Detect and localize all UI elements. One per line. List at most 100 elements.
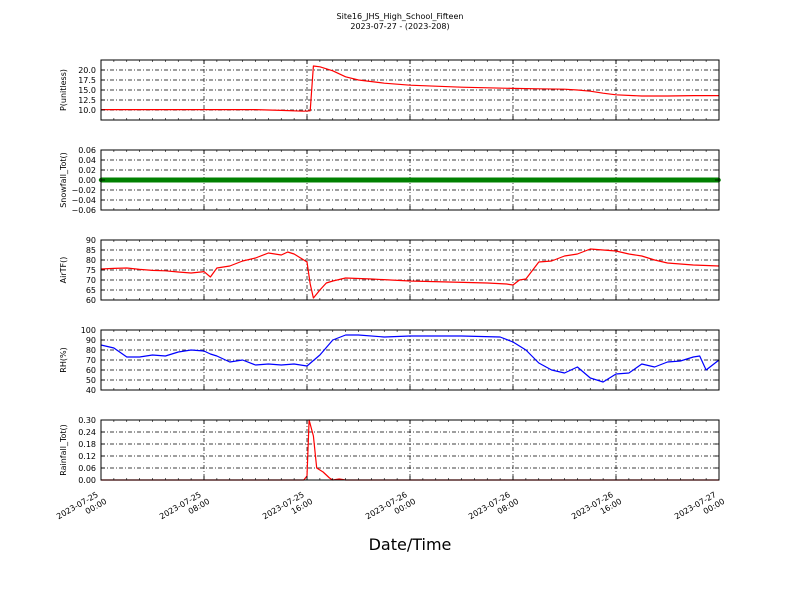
panel-1-marker [505, 177, 510, 183]
panel-1-marker [556, 177, 561, 183]
panel-1-marker [671, 177, 676, 183]
panel-1-marker [380, 177, 385, 183]
panel-1-marker [710, 177, 715, 183]
panel-1-ytick-label: −0.04 [71, 196, 96, 205]
panel-1-marker [518, 177, 523, 183]
panel-1-ytick-label: 0.02 [78, 166, 96, 175]
panel-1-marker [630, 177, 635, 183]
panel-1-marker [322, 177, 328, 183]
panel-0-ytick-label: 10.0 [78, 106, 96, 115]
panel-3-minor-ticks [113, 330, 707, 390]
panel-1-marker [258, 177, 264, 183]
panel-0-ytick-label: 17.5 [78, 76, 96, 85]
panel-4-ytick-label: 0.00 [78, 476, 96, 485]
panel-1-marker [636, 177, 641, 183]
panel-1-marker [377, 177, 382, 183]
panel-1-marker [521, 177, 526, 183]
panel-1-marker [697, 177, 702, 183]
panel-1-marker [569, 177, 574, 183]
panel-2-ytick-label: 80 [86, 256, 96, 265]
panel-1-marker [303, 177, 308, 183]
panel-1-marker [124, 177, 129, 183]
panel-4-ytick-label: 0.12 [78, 452, 96, 461]
panel-1: −0.06−0.04−0.020.000.020.040.06 Snowfall_… [59, 146, 721, 215]
panel-1-marker [678, 177, 683, 183]
panel-1-marker [188, 177, 193, 183]
panel-1-marker [329, 177, 334, 183]
panel-1-marker [530, 177, 536, 183]
panel-1-marker [338, 177, 344, 183]
panel-1-marker [610, 177, 616, 183]
panel-1-marker [524, 177, 529, 183]
panel-1-marker [326, 177, 331, 183]
panel-1-marker [159, 177, 164, 183]
panel-1-ytick-label: 0.04 [78, 156, 96, 165]
panel-2-ytick-label: 85 [86, 246, 96, 255]
panel-1-marker [457, 177, 462, 183]
panel-1-marker [239, 177, 244, 183]
panel-1-marker [582, 177, 587, 183]
panel-1-marker [300, 177, 305, 183]
panel-1-marker [182, 177, 187, 183]
panel-1-marker [591, 177, 596, 183]
panel-1-marker [614, 177, 619, 183]
panel-1-marker [268, 177, 273, 183]
panel-1-marker [639, 177, 644, 183]
panel-1-marker [482, 177, 488, 183]
panel-1-marker [559, 177, 564, 183]
panel-2-ylabel: AirTF() [59, 257, 68, 284]
panel-1-marker [351, 177, 356, 183]
panel-1-marker [655, 177, 660, 183]
panel-1-marker [281, 177, 286, 183]
panel-4-ytick-label: 0.24 [78, 428, 96, 437]
panel-2-ytick-label: 70 [86, 276, 96, 285]
panel-1-marker [415, 177, 420, 183]
panel-0-ytick-label: 20.0 [78, 66, 96, 75]
panel-1-marker [306, 177, 312, 183]
panel-4-ytick-label: 0.30 [78, 416, 96, 425]
panel-1-marker [479, 177, 484, 183]
panel-1-marker [543, 177, 548, 183]
panel-1-marker [255, 177, 260, 183]
panel-1-marker [162, 177, 168, 183]
panel-1-marker [662, 177, 667, 183]
panel-1-marker [684, 177, 689, 183]
panel-1-marker [425, 177, 430, 183]
panel-1-marker [194, 177, 200, 183]
panel-1-marker [450, 177, 456, 183]
panel-1-marker [550, 177, 555, 183]
panel-1-marker [146, 177, 152, 183]
panel-1-marker [441, 177, 446, 183]
panel-1-marker [649, 177, 654, 183]
panel-1-marker [105, 177, 110, 183]
panel-1-marker [214, 177, 219, 183]
panel-1-marker [463, 177, 468, 183]
figure-title-line1: Site16_JHS_High_School_Fifteen [337, 12, 464, 21]
panel-3-ytick-label: 100 [81, 326, 96, 335]
panel-1-marker [646, 177, 651, 183]
panel-1-marker [399, 177, 404, 183]
panel-1-marker [665, 177, 670, 183]
panel-1-marker [623, 177, 628, 183]
panel-1-marker [297, 177, 302, 183]
panel-1-marker [690, 177, 696, 183]
panel-1-marker [143, 177, 148, 183]
panel-1-marker [252, 177, 257, 183]
panel-1-marker [118, 177, 123, 183]
panel-1-marker [431, 177, 436, 183]
panel-1-marker [262, 177, 267, 183]
panel-1-marker [502, 177, 507, 183]
panel-1-marker [466, 177, 472, 183]
panel-1-marker [130, 177, 136, 183]
panel-1-ylabel: Snowfall_Tot() [59, 152, 68, 208]
panel-1-marker [486, 177, 491, 183]
panel-1-marker [198, 177, 203, 183]
panel-1-marker [361, 177, 366, 183]
panel-1-marker [572, 177, 577, 183]
panel-1-marker [374, 177, 379, 183]
panel-1-marker [694, 177, 699, 183]
panel-2-ytick-label: 65 [86, 286, 96, 295]
